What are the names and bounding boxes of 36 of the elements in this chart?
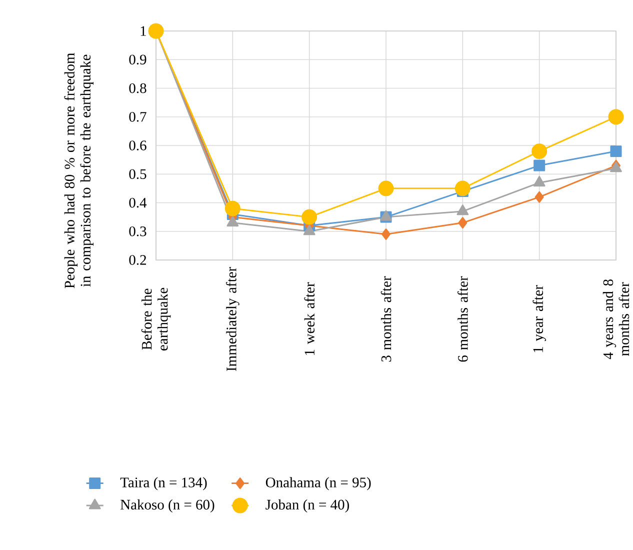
point — [608, 109, 624, 125]
y-tick-label: 0.7 — [129, 112, 146, 122]
y-tick-label: 0.4 — [129, 198, 147, 208]
point — [378, 180, 394, 196]
point — [534, 191, 544, 203]
x-tick-label: 3 months after — [380, 276, 392, 362]
y-tick-label: 1 — [140, 26, 146, 36]
point — [610, 145, 622, 157]
y-tick-label: 0.2 — [129, 255, 146, 265]
legend-label: Joban (n = 40) — [266, 499, 349, 513]
point — [454, 180, 470, 196]
point — [458, 217, 468, 229]
legend-label: Nakoso (n = 60) — [120, 499, 214, 513]
point — [302, 209, 318, 225]
point — [532, 143, 548, 159]
x-tick-label: Immediately after — [226, 266, 240, 372]
legend-label: Taira (n = 134) — [120, 477, 207, 490]
y-tick-label: 0.6 — [129, 140, 146, 150]
y-tick-label: 0.5 — [129, 169, 146, 180]
point — [533, 176, 546, 186]
x-tick-label: 1 week after — [304, 282, 315, 355]
x-tick-label: 4 years and 8 months after — [602, 279, 630, 360]
point — [224, 200, 240, 216]
y-tick-label: 0.8 — [129, 83, 146, 94]
y-axis-title: People who had 80 % or more freedom in comparison to before the earthquake — [64, 52, 94, 288]
point — [456, 204, 469, 216]
x-tick-label: 6 months after — [458, 276, 468, 362]
x-tick-label: 1 year after — [532, 285, 546, 352]
y-tick-label: 0.9 — [129, 54, 146, 65]
point — [382, 228, 390, 240]
x-tick-label: Before the earthquake — [141, 288, 171, 350]
point — [534, 160, 546, 172]
y-tick-label: 0.3 — [129, 226, 146, 236]
legend-label: Onahama (n = 95) — [266, 477, 371, 490]
point — [226, 216, 239, 227]
point — [303, 224, 316, 236]
